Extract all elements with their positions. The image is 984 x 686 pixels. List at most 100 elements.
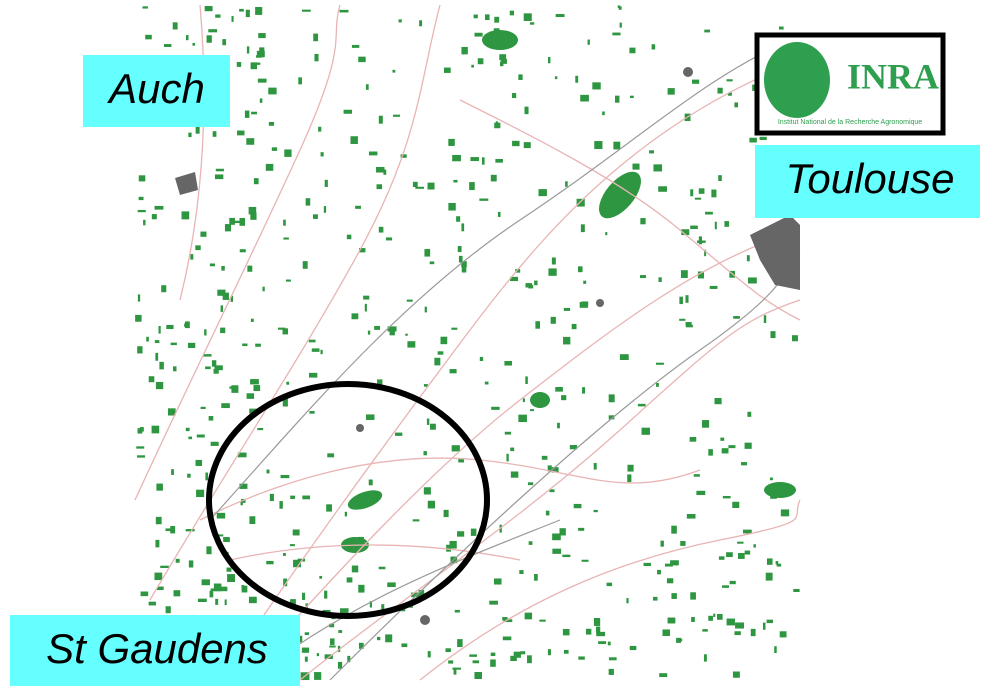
logo: INRA Institut National de la Recherche A… — [754, 32, 946, 136]
vegetation-patch — [236, 62, 242, 67]
vegetation-patch — [187, 342, 196, 348]
vegetation-patch — [525, 283, 532, 288]
vegetation-patch — [685, 324, 693, 328]
vegetation-patch — [185, 529, 195, 532]
vegetation-patch — [778, 26, 784, 30]
vegetation-patch — [679, 296, 683, 305]
vegetation-patch — [175, 558, 180, 563]
vegetation-patch — [690, 592, 696, 600]
vegetation-patch — [374, 325, 380, 330]
city-label: Toulouse — [786, 155, 955, 202]
vegetation-patch — [239, 217, 246, 226]
vegetation-patch — [363, 295, 370, 300]
vegetation-patch — [381, 604, 385, 611]
vegetation-patch — [502, 636, 512, 641]
vegetation-patch — [231, 15, 234, 22]
vegetation-patch — [155, 352, 159, 361]
vegetation-patch — [170, 342, 177, 346]
vegetation-patch — [156, 483, 163, 491]
vegetation-patch — [359, 248, 366, 253]
vegetation-patch — [679, 638, 683, 642]
vegetation-patch — [490, 652, 496, 657]
vegetation-patch — [550, 316, 556, 324]
vegetation-patch — [347, 655, 351, 663]
vegetation-patch — [138, 196, 144, 201]
vegetation-patch — [653, 164, 663, 172]
vegetation-patch — [284, 149, 292, 157]
vegetation-patch — [220, 586, 228, 592]
vegetation-patch — [302, 592, 306, 600]
vegetation-patch — [280, 474, 290, 479]
vegetation-patch — [469, 182, 475, 191]
vegetation-patch — [511, 93, 517, 99]
vegetation-patch — [698, 188, 705, 194]
vegetation-patch — [221, 265, 225, 271]
vegetation-patch — [497, 211, 501, 217]
vegetation-patch — [735, 622, 745, 629]
vegetation-patch — [697, 271, 704, 279]
vegetation-patch — [146, 336, 149, 342]
vegetation-patch — [613, 141, 621, 150]
vegetation-patch — [271, 147, 278, 151]
vegetation-patch — [580, 94, 589, 102]
vegetation-patch — [779, 631, 787, 638]
vegetation-patch — [145, 34, 152, 40]
vegetation-patch — [350, 136, 358, 144]
vegetation-patch — [302, 495, 311, 500]
vegetation-patch — [632, 163, 640, 170]
vegetation-patch — [534, 574, 538, 581]
vegetation-patch — [351, 44, 360, 48]
vegetation-patch — [637, 403, 646, 407]
vegetation-patch — [217, 289, 226, 296]
vegetation-patch — [387, 582, 396, 588]
vegetation-patch — [671, 593, 677, 599]
vegetation-patch — [727, 92, 732, 96]
vegetation-patch — [592, 82, 601, 90]
vegetation-patch — [148, 601, 156, 606]
vegetation-patch — [510, 447, 515, 452]
vegetation-patch — [137, 346, 143, 354]
vegetation-patch — [681, 229, 690, 236]
vegetation-patch — [726, 79, 733, 82]
vegetation-patch — [619, 354, 629, 361]
vegetation-patch — [320, 152, 324, 157]
vegetation-patch — [434, 357, 441, 366]
vegetation-patch — [541, 455, 548, 460]
vegetation-patch — [346, 234, 352, 240]
vegetation-patch — [185, 427, 190, 432]
vegetation-patch — [165, 606, 171, 614]
vegetation-patch — [221, 403, 230, 409]
vegetation-patch — [692, 79, 700, 84]
vegetation-patch — [309, 410, 315, 414]
vegetation-patch — [227, 574, 235, 582]
vegetation-patch — [649, 150, 654, 154]
vegetation-patch — [502, 617, 508, 621]
vegetation-patch — [605, 232, 608, 236]
vegetation-patch — [368, 151, 378, 156]
vegetation-patch — [452, 667, 461, 670]
vegetation-patch — [437, 351, 444, 355]
vegetation-patch — [627, 474, 632, 483]
vegetation-patch — [318, 126, 322, 132]
vegetation-patch — [220, 327, 226, 334]
vegetation-patch — [527, 482, 534, 486]
forest — [530, 392, 550, 408]
vegetation-patch — [722, 585, 729, 588]
town — [683, 67, 693, 77]
vegetation-patch — [215, 14, 221, 18]
vegetation-patch — [427, 651, 431, 658]
vegetation-patch — [666, 578, 674, 584]
vegetation-patch — [640, 218, 646, 225]
vegetation-patch — [734, 631, 741, 636]
vegetation-patch — [709, 285, 718, 289]
vegetation-patch — [286, 381, 290, 385]
vegetation-patch — [285, 279, 291, 282]
vegetation-patch — [185, 35, 189, 41]
vegetation-patch — [443, 67, 451, 73]
vegetation-patch — [576, 198, 585, 207]
vegetation-patch — [606, 582, 613, 587]
vegetation-patch — [160, 565, 169, 568]
vegetation-patch — [213, 583, 222, 592]
vegetation-patch — [365, 84, 369, 90]
vegetation-patch — [448, 660, 454, 664]
